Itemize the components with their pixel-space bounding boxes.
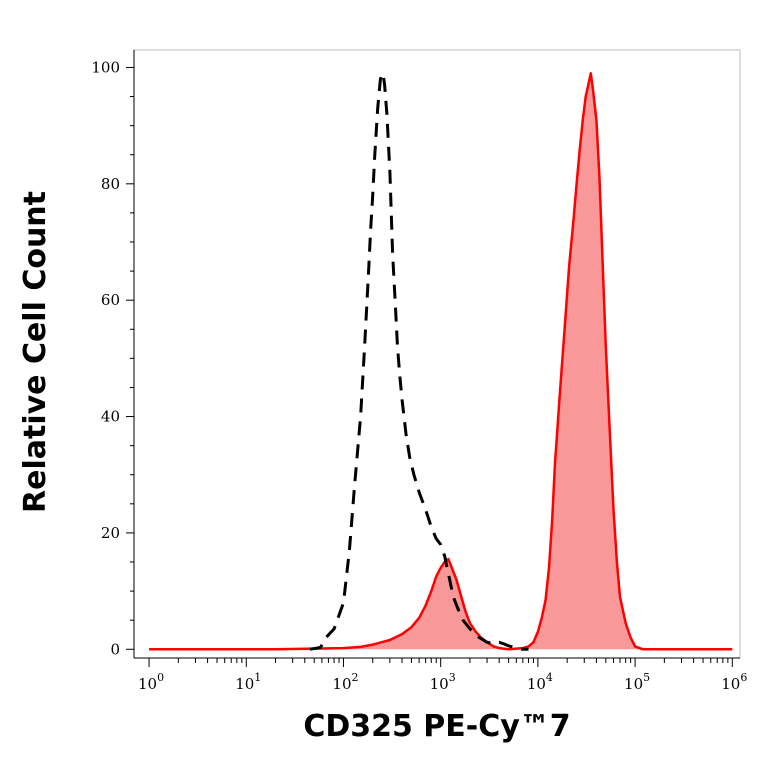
x-tick-label: 103 (430, 671, 456, 693)
x-tick-label: 100 (138, 671, 164, 693)
x-axis-title: CD325 PE-Cy™7 (303, 709, 570, 744)
y-tick-label: 20 (101, 524, 120, 542)
x-tick-label: 106 (721, 671, 747, 693)
x-tick-label: 101 (235, 671, 261, 693)
x-axis-ticks: 100 101 102 103 104 105 106 (138, 658, 747, 693)
y-tick-label: 40 (101, 408, 120, 426)
y-axis-title: Relative Cell Count (18, 191, 53, 513)
x-tick-label: 102 (332, 671, 358, 693)
y-tick-label: 0 (110, 640, 120, 658)
y-tick-label: 100 (91, 58, 120, 76)
histogram-outline-red (149, 72, 733, 651)
x-tick-label: 104 (527, 671, 553, 693)
y-axis-ticks: 0 20 40 60 80 100 (91, 58, 134, 658)
x-tick-label: 105 (624, 671, 650, 693)
y-tick-label: 80 (101, 175, 120, 193)
histogram-fill-area (149, 73, 733, 650)
series-layer (149, 71, 733, 651)
y-tick-label: 60 (101, 291, 120, 309)
plot-frame (133, 49, 741, 659)
histogram-dashed-line (309, 71, 529, 651)
